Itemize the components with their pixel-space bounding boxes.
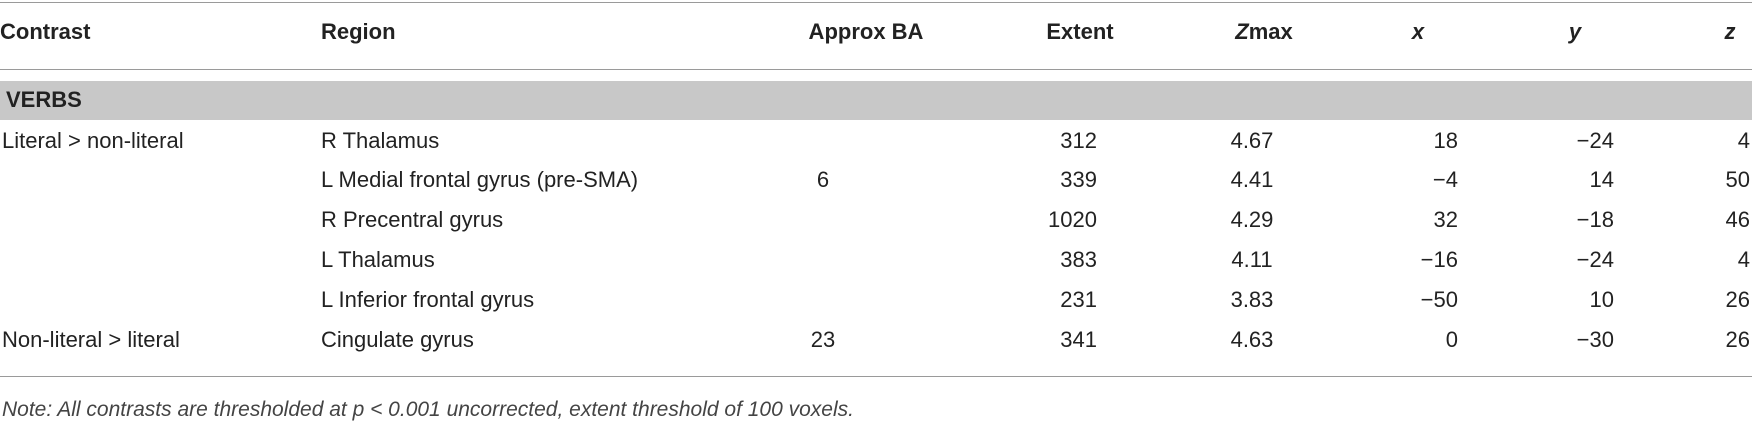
- table-cell: Literal > non-literal: [2, 128, 184, 153]
- table-cell: 0: [1445, 327, 1458, 352]
- table-cell: 4: [1737, 128, 1750, 153]
- table-cell: 4.29: [1230, 207, 1274, 232]
- table-cell: 18: [1433, 128, 1458, 153]
- table-cell: 339: [1060, 167, 1097, 192]
- table-cell: −18: [1576, 207, 1614, 232]
- column-header: Contrast: [0, 19, 91, 44]
- table-cell: −24: [1576, 247, 1614, 272]
- table-cell: 6: [816, 167, 830, 192]
- table-cell: −24: [1576, 128, 1614, 153]
- table-cell: R Precentral gyrus: [321, 207, 504, 232]
- header-rule: [0, 69, 1752, 70]
- column-header: Region: [321, 19, 396, 44]
- column-header: Zmax: [1235, 19, 1293, 44]
- table-note: Note: All contrasts are thresholded at p…: [2, 398, 854, 421]
- table-cell: 312: [1060, 128, 1097, 153]
- table-cell: R Thalamus: [321, 128, 440, 153]
- column-header: x: [1411, 19, 1425, 44]
- table-cell: 231: [1060, 287, 1097, 312]
- table-cell: Cingulate gyrus: [321, 327, 474, 352]
- table-cell: −30: [1576, 327, 1614, 352]
- column-header: y: [1568, 19, 1582, 44]
- table-cell: 4.63: [1230, 327, 1274, 352]
- section-label: VERBS: [6, 87, 82, 112]
- top-rule: [0, 2, 1752, 3]
- bottom-rule: [0, 376, 1752, 377]
- table-cell: 14: [1589, 167, 1614, 192]
- table-cell: 46: [1725, 207, 1750, 232]
- column-header: z: [1724, 19, 1736, 44]
- table-cell: −50: [1420, 287, 1458, 312]
- section-band: [0, 81, 1752, 120]
- table-cell: L Inferior frontal gyrus: [321, 287, 535, 312]
- table-cell: 4.41: [1230, 167, 1274, 192]
- table-cell: 4.11: [1231, 247, 1273, 272]
- table-cell: 26: [1725, 327, 1750, 352]
- table-cell: 4.67: [1230, 128, 1274, 153]
- table-cell: Non-literal > literal: [2, 327, 180, 352]
- table-cell: 10: [1589, 287, 1614, 312]
- table-cell: 383: [1060, 247, 1097, 272]
- table-cell: −16: [1420, 247, 1458, 272]
- table-cell: 50: [1725, 167, 1750, 192]
- column-header: Extent: [1046, 19, 1114, 44]
- table-cell: L Thalamus: [321, 247, 435, 272]
- table-cell: 32: [1433, 207, 1458, 232]
- table-cell: 4: [1737, 247, 1750, 272]
- table-cell: 1020: [1048, 207, 1097, 232]
- table-cell: 23: [810, 327, 836, 352]
- table-cell: L Medial frontal gyrus (pre-SMA): [321, 167, 639, 192]
- table-cell: 3.83: [1230, 287, 1274, 312]
- table-cell: −4: [1432, 167, 1458, 192]
- table-cell: 341: [1060, 327, 1097, 352]
- column-header: Approx BA: [808, 19, 924, 44]
- table-cell: 26: [1725, 287, 1750, 312]
